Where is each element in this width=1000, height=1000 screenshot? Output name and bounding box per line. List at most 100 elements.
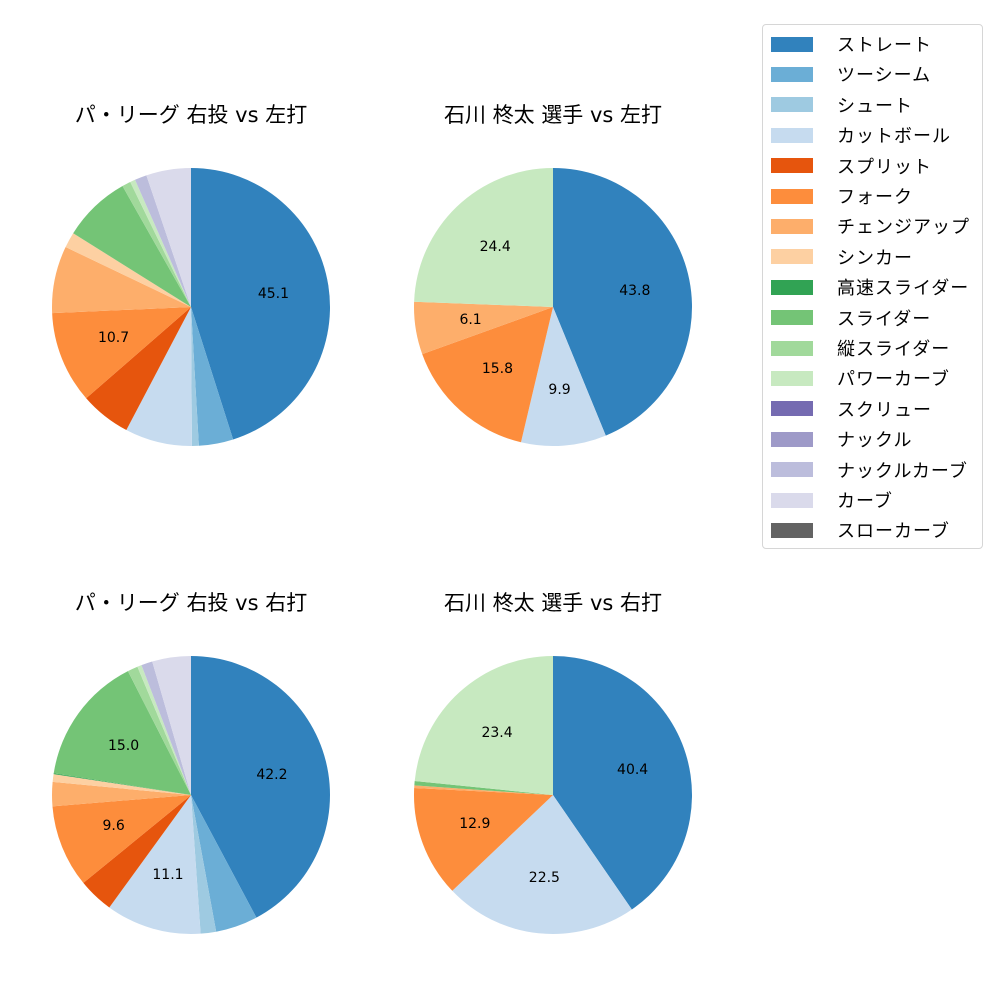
- pie-slice: [191, 168, 330, 440]
- pie-slice: [191, 307, 199, 446]
- legend-item: ナックルカーブ: [771, 458, 968, 482]
- pie-slice: [191, 656, 331, 918]
- legend-label: スライダー: [837, 308, 932, 330]
- pie-panel-ishikawa-vs-right: 石川 柊太 選手 vs 右打 40.4 22.5 12.9 23.4: [393, 588, 713, 968]
- slice-value-label: 43.8: [619, 283, 650, 299]
- slice-value-label: 12.9: [459, 816, 490, 832]
- slice-value-label: 45.1: [258, 286, 289, 302]
- pie-slice: [520, 307, 606, 446]
- slice-value-label: 40.4: [617, 762, 648, 778]
- slice-value-label: 15.8: [482, 361, 513, 377]
- pie-slice: [191, 795, 257, 932]
- legend-swatch: [771, 218, 813, 234]
- pie-slice: [86, 307, 191, 431]
- slice-value-label: 22.5: [529, 870, 560, 886]
- pie-slice: [65, 233, 191, 307]
- legend-label: 縦スライダー: [837, 339, 951, 360]
- pie-slice: [83, 795, 191, 908]
- slice-value-label: 42.2: [256, 767, 287, 783]
- pie-slice: [141, 661, 191, 795]
- legend-item: 高速スライダー: [771, 275, 969, 299]
- legend-label: ナックルカーブ: [837, 460, 968, 482]
- pie-panel-league-vs-left: パ・リーグ 右投 vs 左打 45.1 10.7: [31, 100, 351, 480]
- legend-swatch: [771, 431, 813, 447]
- legend-item: スローカーブ: [771, 518, 950, 542]
- legend-label: ストレート: [837, 35, 932, 56]
- legend-item: スプリット: [771, 154, 932, 178]
- pie-slice: [137, 665, 191, 795]
- pie-slice: [127, 666, 191, 795]
- pie-slice: [191, 795, 217, 934]
- pie-slice: [52, 247, 191, 314]
- legend-label: シンカー: [837, 247, 913, 269]
- pie-slice: [146, 168, 191, 307]
- legend-swatch: [771, 66, 813, 82]
- legend-item: シンカー: [771, 245, 913, 269]
- legend-label: スクリュー: [837, 399, 932, 421]
- pie-slice: [130, 179, 191, 307]
- legend-label: パワーカーブ: [837, 369, 950, 391]
- slice-value-label: 23.4: [481, 725, 512, 741]
- legend-item: ナックル: [771, 427, 912, 451]
- pie-slice: [191, 307, 234, 446]
- legend-swatch: [771, 97, 813, 113]
- pie-slice: [414, 788, 553, 891]
- pie-slice: [53, 773, 191, 795]
- pie-panel-league-vs-right: パ・リーグ 右投 vs 右打 42.2 11.1 9.6 15.0: [31, 588, 351, 968]
- chart-title: パ・リーグ 右投 vs 右打: [74, 591, 308, 615]
- legend-item: パワーカーブ: [771, 366, 950, 390]
- legend-item: 縦スライダー: [771, 336, 950, 360]
- legend-label: カットボール: [837, 126, 951, 148]
- pie-slice: [134, 175, 191, 307]
- pie-slice: [52, 307, 191, 399]
- pie-slice: [452, 795, 632, 935]
- chart-title: パ・リーグ 右投 vs 左打: [74, 103, 308, 127]
- pie-slice: [53, 671, 191, 795]
- slice-value-label: 10.7: [98, 330, 129, 346]
- legend-item: ストレート: [771, 32, 932, 56]
- pie-chart: 40.4 22.5 12.9 23.4: [414, 656, 692, 935]
- pie-slice: [553, 168, 692, 436]
- legend-swatch: [771, 158, 813, 174]
- legend-item: スライダー: [771, 306, 931, 330]
- legend-item: スクリュー: [771, 397, 932, 421]
- legend-swatch: [771, 310, 813, 326]
- chart-title: 石川 柊太 選手 vs 右打: [443, 591, 663, 615]
- legend-item: カットボール: [771, 123, 951, 147]
- legend-swatch: [771, 462, 813, 478]
- chart-title: 石川 柊太 選手 vs 左打: [443, 103, 663, 127]
- slice-value-label: 24.4: [480, 239, 511, 255]
- legend-swatch: [771, 36, 813, 52]
- legend-swatch: [771, 340, 813, 356]
- pie-panel-ishikawa-vs-left: 石川 柊太 選手 vs 左打 43.8 9.9 15.8 6.1 24.4: [393, 100, 713, 480]
- pie-slice: [122, 181, 191, 307]
- legend-swatch: [771, 279, 813, 295]
- legend-swatch: [771, 188, 813, 204]
- legend-label: スプリット: [837, 156, 932, 178]
- pie-slice: [52, 795, 191, 883]
- pie-slice: [73, 186, 191, 307]
- legend-label: シュート: [837, 95, 913, 117]
- chart-legend: ストレート ツーシーム シュート カットボール スプリット フォーク チェンジアップ シンカー…: [762, 24, 983, 549]
- legend-swatch: [771, 492, 813, 508]
- legend-label: チェンジアップ: [837, 217, 970, 239]
- legend-label: 高速スライダー: [837, 278, 970, 300]
- pie-slice: [52, 774, 192, 795]
- legend-item: チェンジアップ: [771, 214, 970, 238]
- pie-slice: [152, 656, 191, 795]
- legend-label: ツーシーム: [837, 65, 932, 87]
- legend-swatch: [771, 401, 813, 417]
- pie-chart: 43.8 9.9 15.8 6.1 24.4: [414, 168, 692, 446]
- pie-slice: [126, 307, 192, 446]
- legend-item: カーブ: [771, 488, 893, 512]
- pie-slice: [422, 307, 553, 443]
- legend-label: ナックル: [837, 430, 913, 452]
- slice-value-label: 11.1: [152, 867, 183, 883]
- pie-slice: [52, 781, 191, 807]
- legend-item: ツーシーム: [771, 62, 931, 86]
- legend-label: カーブ: [837, 491, 893, 512]
- slice-value-label: 9.6: [103, 818, 125, 834]
- legend-swatch: [771, 127, 813, 143]
- legend-item: シュート: [771, 93, 913, 117]
- pie-chart: 42.2 11.1 9.6 15.0: [52, 656, 331, 934]
